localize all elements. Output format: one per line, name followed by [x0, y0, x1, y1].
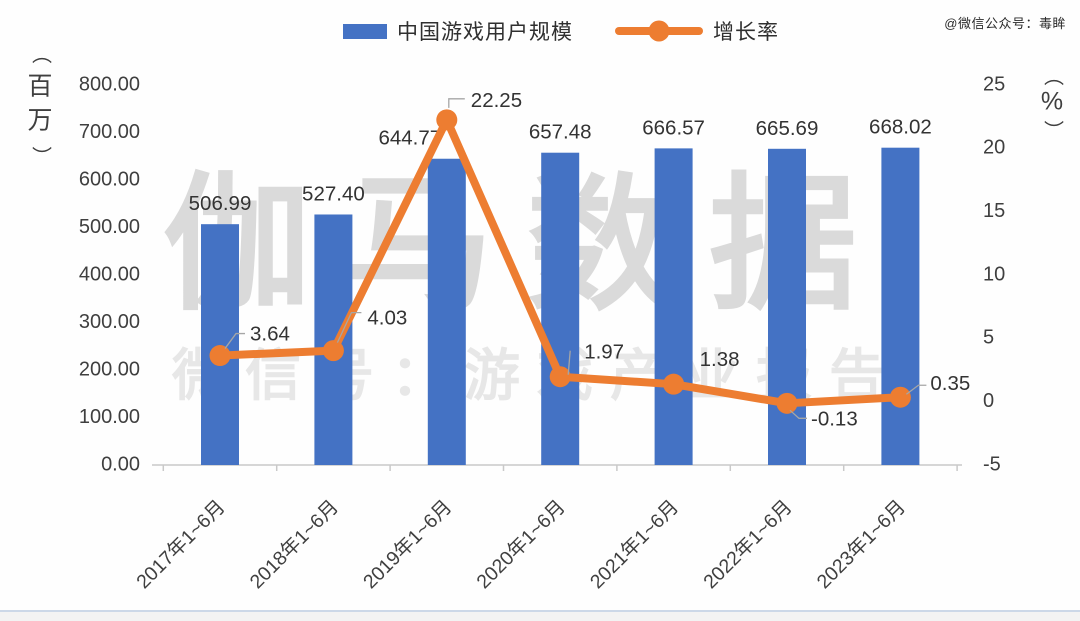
growth-value-label: 4.03 — [367, 307, 407, 330]
y-axis-left-unit: （ — [30, 44, 53, 64]
bar — [201, 224, 239, 465]
watermark-subtitle: 微信号：游戏产业报告 — [172, 344, 902, 407]
bottom-divider-line — [0, 610, 1080, 612]
y-axis-right-label: -5 — [983, 453, 1001, 475]
bar-value-label: 527.40 — [302, 182, 365, 205]
growth-point — [776, 392, 798, 414]
y-axis-left-label: 800.00 — [79, 73, 140, 95]
y-axis-right-label: 25 — [983, 73, 1005, 95]
y-axis-left-label: 200.00 — [79, 358, 140, 380]
label-leader-line — [448, 98, 465, 108]
y-axis-right-unit: % — [1041, 88, 1063, 116]
label-leader-line — [906, 384, 927, 395]
legend-line-swatch — [615, 20, 703, 42]
growth-point — [889, 386, 911, 408]
growth-value-label: -0.13 — [811, 407, 858, 430]
y-axis-left-label: 500.00 — [79, 216, 140, 238]
bar — [768, 148, 806, 466]
x-axis-label: 2018年1~6月 — [246, 496, 343, 593]
bar — [314, 214, 353, 465]
y-axis-left-label: 600.00 — [79, 168, 140, 190]
growth-value-label: 1.97 — [584, 341, 624, 364]
growth-point — [322, 340, 344, 362]
legend-bar-swatch — [343, 23, 387, 39]
bar — [427, 158, 466, 465]
growth-point — [663, 373, 685, 395]
growth-value-label: 22.25 — [471, 89, 522, 112]
legend: 中国游戏用户规模 增长率 — [343, 16, 779, 46]
y-axis-left-label: 100.00 — [79, 406, 140, 428]
y-axis-left-label: 400.00 — [79, 263, 140, 285]
legend-bar-label: 中国游戏用户规模 — [397, 21, 573, 44]
label-leader-line — [789, 409, 807, 419]
bar-value-label: 668.02 — [869, 116, 932, 139]
label-leader-line — [336, 311, 362, 343]
bar-value-label: 644.77 — [378, 127, 441, 150]
x-axis-label: 2019年1~6月 — [359, 496, 456, 593]
bar-value-label: 657.48 — [529, 121, 592, 144]
y-axis-right-unit: ） — [1042, 120, 1065, 140]
growth-point — [436, 109, 458, 131]
bar-value-label: 665.69 — [756, 117, 819, 140]
bar — [541, 152, 580, 465]
y-axis-left-label: 300.00 — [79, 311, 140, 333]
bottom-strip — [0, 612, 1080, 621]
x-axis-label: 2017年1~6月 — [132, 496, 229, 593]
legend-line-label: 增长率 — [713, 21, 779, 44]
y-axis-right-label: 5 — [983, 327, 994, 349]
y-axis-right-label: 15 — [983, 200, 1005, 222]
label-leader-line — [567, 350, 571, 375]
x-axis-label: 2023年1~6月 — [813, 496, 910, 593]
growth-point — [549, 366, 571, 388]
y-axis-left-label: 0.00 — [101, 453, 140, 475]
x-axis-label: 2020年1~6月 — [473, 496, 570, 593]
y-axis-right-label: 10 — [983, 263, 1005, 285]
source-credit: @微信公众号：毒眸 — [944, 16, 1066, 31]
growth-value-label: 1.38 — [700, 348, 740, 371]
x-axis-label: 2022年1~6月 — [699, 496, 796, 593]
bar-value-label: 666.57 — [642, 116, 705, 139]
label-leader-line — [224, 332, 245, 349]
bar — [881, 147, 920, 466]
growth-value-label: 0.35 — [930, 372, 970, 395]
y-axis-left-label: 700.00 — [79, 121, 140, 143]
y-axis-left-unit: ） — [30, 146, 53, 166]
legend-line-marker-icon — [648, 20, 670, 42]
y-axis-right-unit: （ — [1042, 66, 1065, 86]
y-axis-right-label: 0 — [983, 390, 994, 412]
y-axis-left-unit: 万 — [27, 107, 52, 135]
bar-value-label: 506.99 — [189, 192, 252, 215]
growth-value-label: 3.64 — [250, 323, 290, 346]
x-axis-label: 2021年1~6月 — [586, 496, 683, 593]
bar — [654, 148, 693, 465]
growth-point — [209, 345, 231, 367]
y-axis-left-unit: 百 — [27, 73, 52, 101]
watermark-title: 伽马数据 — [163, 163, 891, 328]
y-axis-right-label: 20 — [983, 137, 1005, 159]
